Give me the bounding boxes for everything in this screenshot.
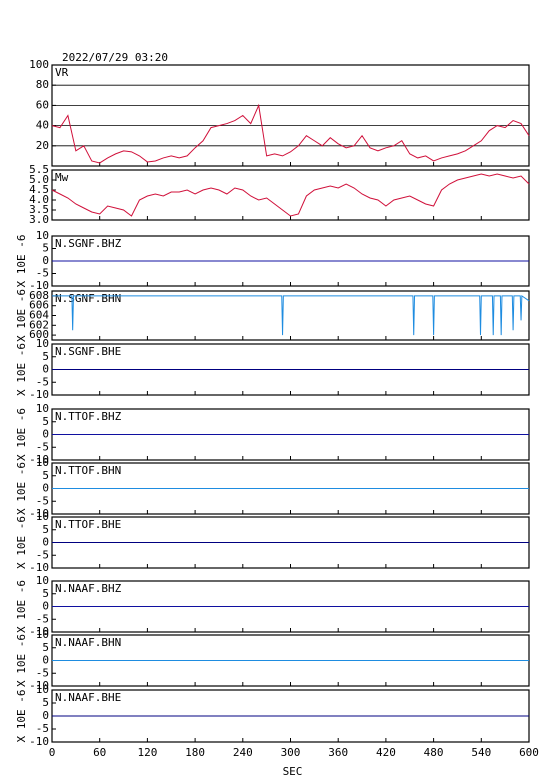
y-axis-label: X 10E -6 [15, 634, 28, 687]
panel-label: N.TTOF.BHN [55, 464, 121, 477]
x-tick-label: 540 [471, 746, 491, 759]
x-tick-label: 120 [137, 746, 157, 759]
x-tick-label: 180 [185, 746, 205, 759]
y-tick-label: -10 [29, 453, 49, 466]
panel-label: N.SGNF.BHZ [55, 237, 122, 250]
panel-label: N.SGNF.BHE [55, 345, 121, 358]
y-tick-label: 602 [29, 318, 49, 331]
y-tick-label: 10 [36, 337, 49, 350]
y-tick-label: 5 [42, 350, 49, 363]
y-tick-label: 0 [42, 536, 49, 549]
y-axis-label: X 10E -6 [15, 343, 28, 396]
y-tick-label: -5 [36, 375, 49, 388]
y-axis-label: X 10E -6 [15, 580, 28, 633]
y-axis-label: X 10E -6 [15, 289, 28, 342]
y-tick-label: -10 [29, 279, 49, 292]
panel-frame [51, 169, 530, 221]
panel-label: N.NAAF.BHN [55, 636, 121, 649]
y-tick-label: 3.0 [29, 213, 49, 226]
y-tick-label: -5 [36, 548, 49, 561]
y-tick-label: -5 [36, 267, 49, 280]
y-tick-label: 5 [42, 415, 49, 428]
y-tick-label: 0 [42, 600, 49, 613]
y-tick-label: -10 [29, 735, 49, 748]
y-tick-label: -10 [29, 507, 49, 520]
x-tick-label: 420 [376, 746, 396, 759]
x-tick-label: 480 [424, 746, 444, 759]
x-axis-label: SEC [283, 765, 303, 778]
y-tick-label: 604 [29, 309, 49, 322]
y-tick-label: 0 [42, 482, 49, 495]
y-tick-label: 0 [42, 654, 49, 667]
data-line [51, 103, 530, 164]
y-tick-label: 40 [36, 119, 49, 132]
y-tick-label: 10 [36, 628, 49, 641]
y-tick-label: 0 [42, 363, 49, 376]
y-tick-label: -10 [29, 561, 49, 574]
x-tick-label: 360 [328, 746, 348, 759]
y-tick-label: 10 [36, 402, 49, 415]
x-tick-label: 0 [49, 746, 56, 759]
y-tick-label: -5 [36, 612, 49, 625]
y-tick-label: 10 [36, 574, 49, 587]
y-tick-label: -5 [36, 666, 49, 679]
y-tick-label: 5 [42, 242, 49, 255]
y-tick-label: -10 [29, 679, 49, 692]
y-tick-label: 20 [36, 139, 49, 152]
y-tick-label: 5 [42, 641, 49, 654]
y-tick-label: 10 [36, 456, 49, 469]
panel-label: N.TTOF.BHZ [55, 410, 122, 423]
data-line [52, 294, 530, 336]
y-tick-label: 600 [29, 328, 49, 341]
x-tick-label: 60 [93, 746, 106, 759]
y-tick-label: 5 [42, 523, 49, 536]
x-tick-label: 600 [519, 746, 539, 759]
y-tick-label: -10 [29, 388, 49, 401]
y-tick-label: -5 [36, 494, 49, 507]
y-tick-label: 10 [36, 229, 49, 242]
y-tick-label: 4.5 [29, 183, 49, 196]
y-tick-label: 5.0 [29, 173, 49, 186]
panel-frame [51, 290, 530, 341]
y-tick-label: 60 [36, 98, 49, 111]
y-tick-label: 3.5 [29, 203, 49, 216]
y-axis-label: X 10E -6 [15, 408, 28, 461]
y-tick-label: -5 [36, 722, 49, 735]
y-tick-label: 5.5 [29, 163, 49, 176]
y-tick-label: 0 [42, 709, 49, 722]
y-tick-label: 5 [42, 469, 49, 482]
y-axis-label: X 10E -6 [15, 690, 28, 743]
x-tick-label: 240 [233, 746, 253, 759]
y-tick-label: 100 [29, 58, 49, 71]
y-tick-label: 4.0 [29, 193, 49, 206]
y-tick-label: 608 [29, 289, 49, 302]
panel-label: VR [55, 66, 69, 79]
y-tick-label: 5 [42, 587, 49, 600]
y-axis-label: X 10E -6 [15, 235, 28, 288]
y-axis-label: X 10E -6 [15, 462, 28, 515]
data-line [51, 173, 530, 217]
y-axis-label: X 10E -6 [15, 516, 28, 569]
y-tick-label: 0 [42, 428, 49, 441]
y-tick-label: 10 [36, 683, 49, 696]
y-tick-label: 0 [42, 254, 49, 267]
panel-label: Mw [55, 171, 69, 184]
y-tick-label: 606 [29, 299, 49, 312]
y-tick-label: 80 [36, 78, 49, 91]
y-tick-label: -5 [36, 440, 49, 453]
y-tick-label: 10 [36, 510, 49, 523]
panel-label: N.TTOF.BHE [55, 518, 121, 531]
chart-title: 2022/07/29 03:20 [62, 51, 168, 64]
y-tick-label: -10 [29, 625, 49, 638]
panel-label: N.SGNF.BHN [55, 292, 121, 305]
panel-label: N.NAAF.BHE [55, 691, 121, 704]
y-tick-label: 5 [42, 696, 49, 709]
panel-label: N.NAAF.BHZ [55, 582, 122, 595]
x-tick-label: 300 [281, 746, 301, 759]
